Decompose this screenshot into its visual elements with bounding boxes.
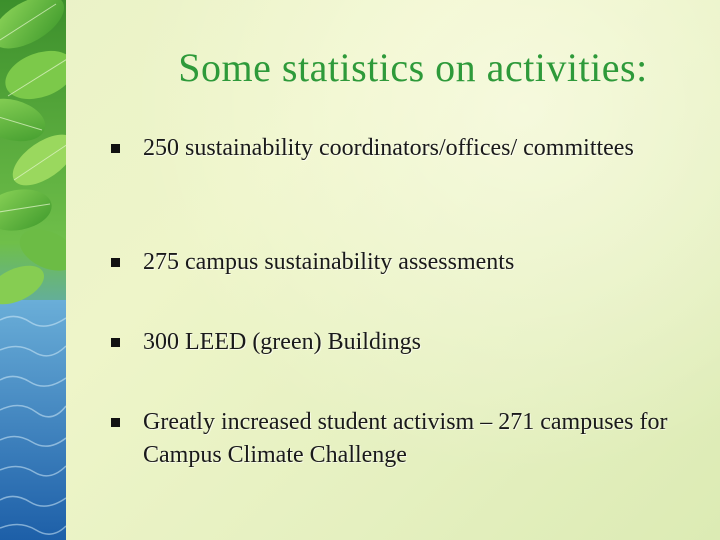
leaves-water-decoration [0, 0, 66, 540]
bullet-text: 300 LEED (green) Buildings [143, 329, 421, 355]
bullet-item-2: 275 campus sustainability assessments [108, 246, 668, 279]
slide-title: Some statistics on activities: [178, 45, 648, 90]
bullet-text: 275 campus sustainability assessments [143, 249, 515, 275]
square-bullet-icon [111, 338, 120, 347]
bullet-item-3: 300 LEED (green) Buildings [108, 326, 668, 359]
bullet-item-1: 250 sustainability coordinators/offices/… [108, 132, 668, 165]
leaves-and-water-image [0, 0, 66, 540]
square-bullet-icon [111, 258, 120, 267]
bullet-text: 250 sustainability coordinators/offices/… [143, 135, 634, 161]
bullet-item-4: Greatly increased student activism – 271… [108, 406, 668, 472]
square-bullet-icon [111, 418, 120, 427]
square-bullet-icon [111, 144, 120, 153]
bullet-text: Greatly increased student activism – 271… [143, 409, 668, 468]
